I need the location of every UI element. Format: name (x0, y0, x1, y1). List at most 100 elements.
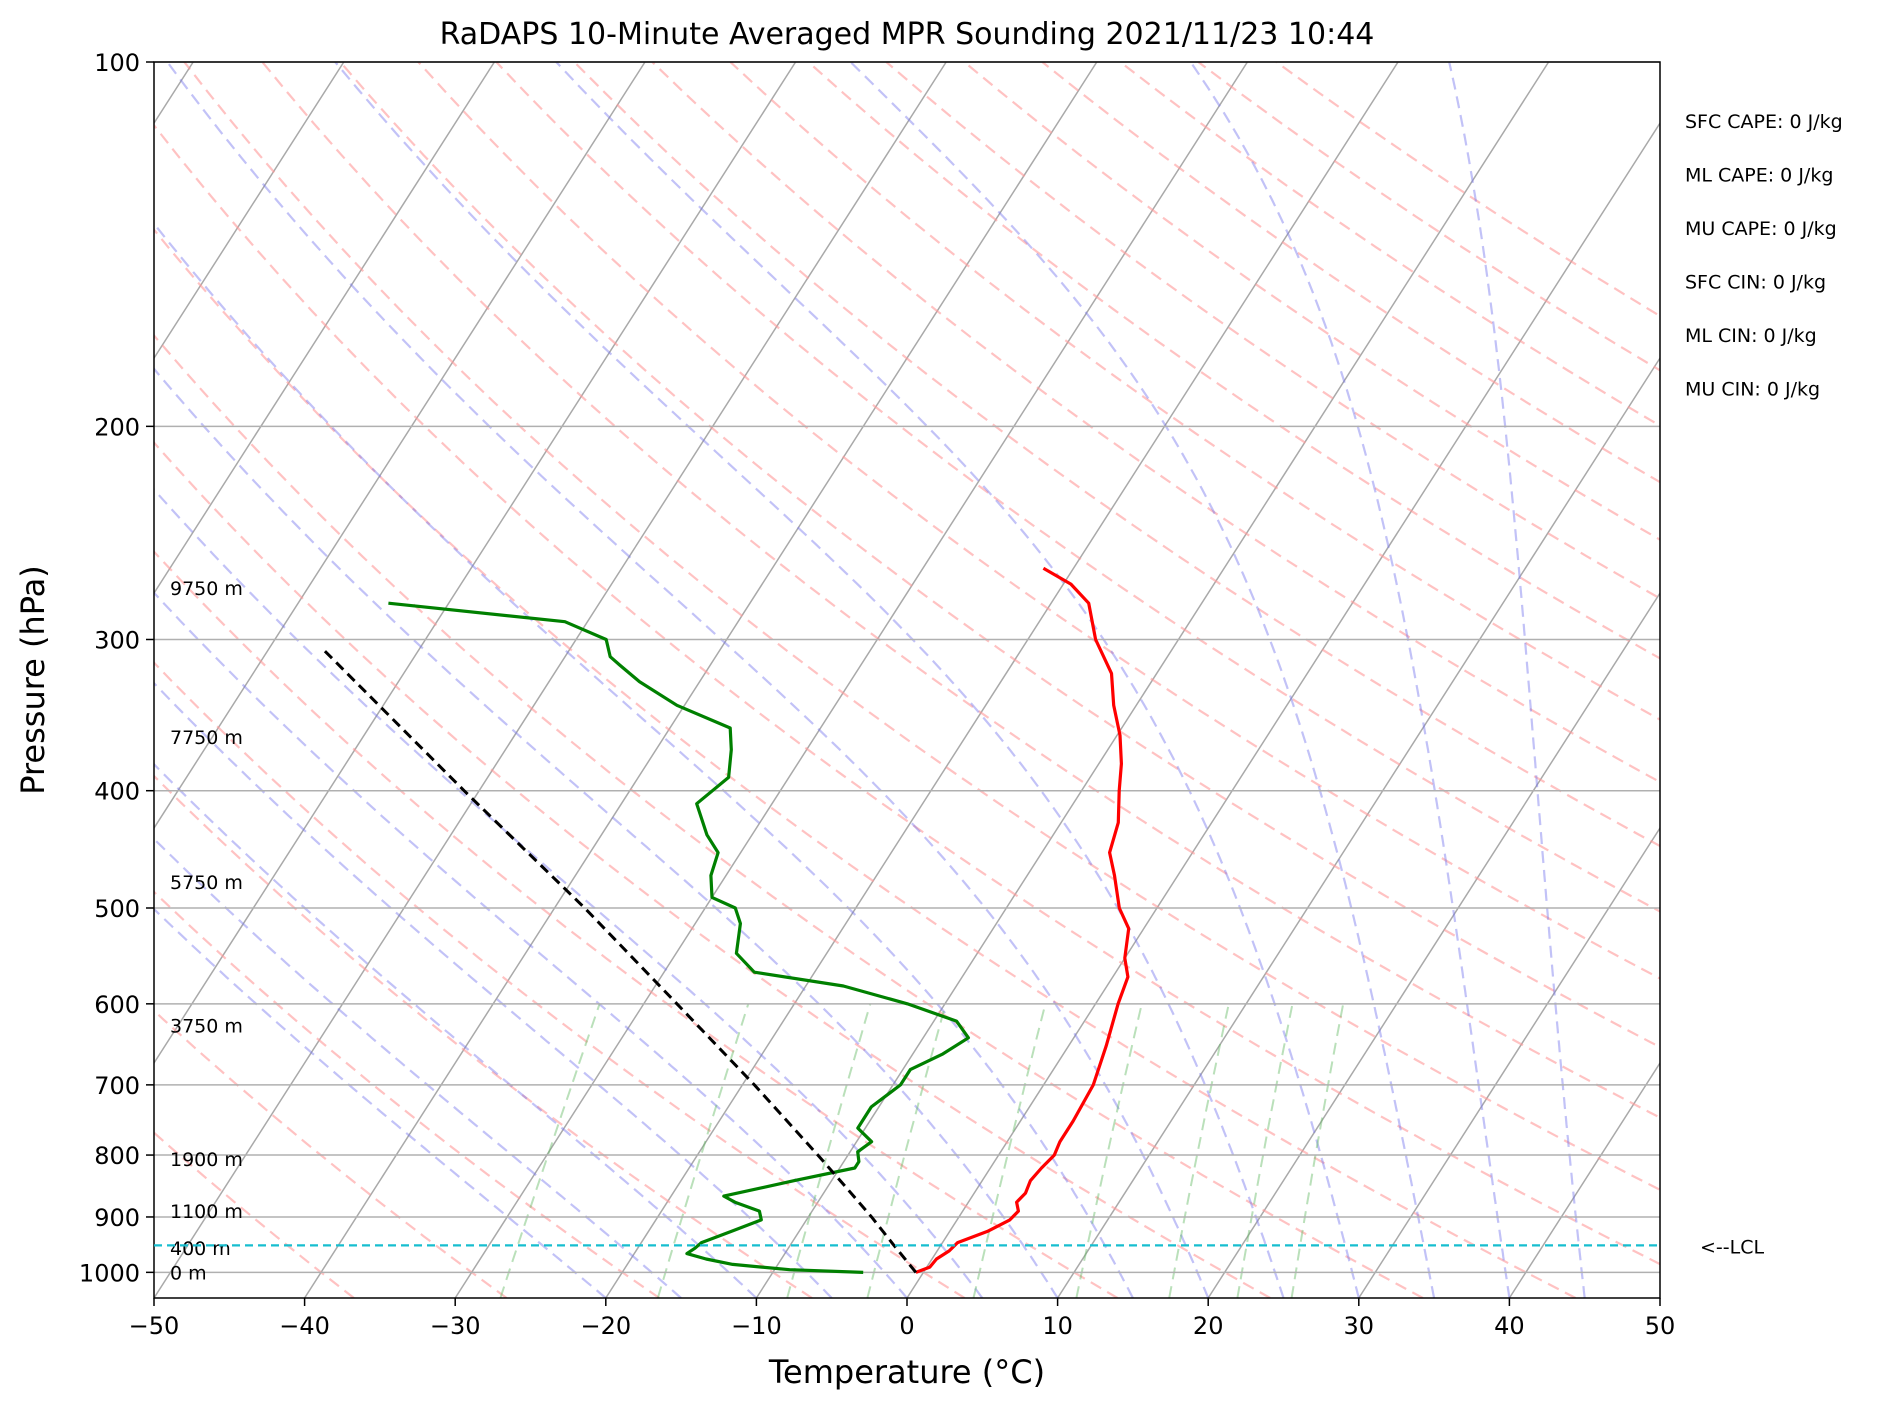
x-tick-label: 0 (899, 1312, 914, 1340)
x-tick-label: 20 (1193, 1312, 1224, 1340)
stability-index: MU CAPE: 0 J/kg (1685, 218, 1837, 240)
lcl-marker: <--LCL (154, 1236, 1764, 1258)
dry-adiabat-line (651, 62, 1660, 784)
mixing-ratio-line (499, 1003, 601, 1298)
dry-adiabat-line (154, 890, 660, 1298)
x-tick-label: 30 (1344, 1312, 1375, 1340)
isotherm-line (154, 62, 947, 1298)
stability-index: SFC CAPE: 0 J/kg (1685, 111, 1843, 133)
dry-adiabat-line (183, 62, 1660, 1192)
temperature-profile (915, 566, 1131, 1274)
dry-adiabat-line (154, 1131, 355, 1298)
x-tick-label: −20 (580, 1312, 631, 1340)
isotherm-line (154, 62, 345, 360)
dry-adiabat-line (1197, 62, 1660, 372)
y-tick-label: 1000 (79, 1259, 140, 1287)
height-label: 1900 m (170, 1149, 243, 1171)
parcel-profile (320, 647, 918, 1274)
moist-adiabat-line (154, 367, 1059, 1298)
isotherm-line (906, 121, 1660, 1298)
mixing-ratio-line (866, 1003, 947, 1298)
moist-adiabat-line (555, 62, 1360, 1298)
lcl-label: <--LCL (1700, 1236, 1764, 1258)
dry-adiabat-line (495, 62, 1660, 913)
y-tick-label: 200 (94, 413, 140, 441)
x-tick-label: −10 (731, 1312, 782, 1340)
x-tick-label: 10 (1042, 1312, 1073, 1340)
moist-adiabat-line (849, 62, 1436, 1298)
mixing-ratio-line (1290, 1003, 1345, 1298)
plot-frame (153, 61, 1661, 1299)
isotherm-line (1508, 1061, 1660, 1298)
height-label: 0 m (170, 1262, 207, 1284)
isotherm-line (1056, 356, 1660, 1298)
x-tick-label: −40 (279, 1312, 330, 1340)
moist-adiabat-line (154, 837, 682, 1298)
height-label: 7750 m (170, 727, 243, 749)
isotherm-line (1207, 591, 1660, 1298)
pressure-gridlines (154, 61, 1660, 1274)
y-tick-label: 400 (94, 778, 140, 806)
stability-index: MU CIN: 0 J/kg (1685, 379, 1820, 401)
y-axis-ticks: 100 200 300 400 500 600 700 800 900 1000 (79, 49, 154, 1287)
mixing-ratio-line (1168, 1003, 1230, 1298)
x-axis-ticks: −50 −40 −30 −20 −10 0 10 20 30 40 50 (129, 1298, 1676, 1340)
dry-adiabat-line (807, 62, 1660, 660)
height-label: 3750 m (170, 1015, 243, 1037)
dry-adiabat-line (729, 62, 1660, 721)
x-axis-label: Temperature (°C) (768, 1353, 1045, 1391)
chart-title: RaDAPS 10-Minute Averaged MPR Sounding 2… (440, 17, 1375, 52)
moist-adiabat-line (1189, 62, 1511, 1298)
y-tick-label: 300 (94, 626, 140, 654)
dry-adiabat-line (1119, 62, 1660, 428)
stability-index: ML CIN: 0 J/kg (1685, 325, 1817, 347)
moist-adiabat-line (154, 591, 908, 1298)
x-tick-label: 40 (1494, 1312, 1525, 1340)
height-label: 400 m (170, 1238, 231, 1260)
isotherm-line (154, 62, 797, 1065)
dry-adiabat-line (573, 62, 1660, 848)
dry-adiabat-line (885, 62, 1660, 600)
mixing-ratio-line (786, 1003, 872, 1298)
dry-adiabat-line (154, 333, 1424, 1298)
y-tick-label: 700 (94, 1072, 140, 1100)
y-axis-label: Pressure (hPa) (14, 565, 52, 795)
dry-adiabat-line (154, 228, 1577, 1298)
isotherm-line (605, 62, 1399, 1298)
dry-adiabat-line (1275, 62, 1660, 318)
y-tick-label: 100 (94, 49, 140, 77)
stability-indices: SFC CAPE: 0 J/kg ML CAPE: 0 J/kg MU CAPE: … (1685, 111, 1843, 401)
dewpoint-profile (388, 601, 971, 1274)
isotherm-line (454, 62, 1249, 1298)
series-layer (320, 566, 1131, 1274)
stability-index: SFC CIN: 0 J/kg (1685, 272, 1826, 294)
reference-lines (154, 62, 1660, 1298)
isotherm-line (154, 62, 496, 595)
moist-adiabat-line (1448, 62, 1586, 1298)
y-tick-label: 600 (94, 991, 140, 1019)
dry-adiabat-line (154, 1009, 508, 1298)
moist-adiabat-line (154, 487, 984, 1298)
moist-adiabat-line (154, 221, 1134, 1298)
isotherm-line (154, 62, 646, 830)
y-tick-label: 900 (94, 1204, 140, 1232)
dry-adiabat-line (261, 62, 1660, 1119)
moist-adiabat-line (154, 681, 833, 1298)
height-label: 9750 m (170, 578, 243, 600)
y-tick-label: 500 (94, 895, 140, 923)
x-tick-label: 50 (1645, 1312, 1676, 1340)
height-label: 1100 m (170, 1201, 243, 1223)
mixing-ratio-line (972, 1003, 1047, 1298)
dry-adiabat-line (1041, 62, 1660, 484)
dry-adiabat-line (154, 123, 1660, 1266)
dry-adiabat-line (339, 62, 1660, 1049)
height-label: 5750 m (170, 872, 243, 894)
dry-adiabat-line (154, 441, 1271, 1298)
dry-adiabat-line (963, 62, 1660, 541)
isotherm-line (1659, 1296, 1660, 1298)
mixing-ratio-line (1236, 1003, 1294, 1298)
x-tick-label: −30 (430, 1312, 481, 1340)
stability-index: ML CAPE: 0 J/kg (1685, 165, 1833, 187)
